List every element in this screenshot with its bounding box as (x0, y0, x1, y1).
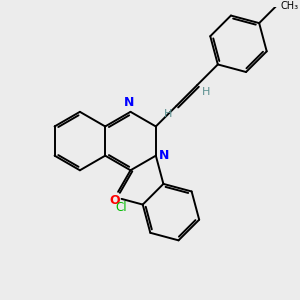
Text: H: H (164, 109, 172, 119)
Text: CH₃: CH₃ (280, 1, 298, 11)
Text: N: N (124, 97, 134, 110)
Text: Cl: Cl (115, 201, 127, 214)
Text: O: O (109, 194, 120, 207)
Text: H: H (202, 87, 210, 98)
Text: N: N (159, 149, 170, 162)
